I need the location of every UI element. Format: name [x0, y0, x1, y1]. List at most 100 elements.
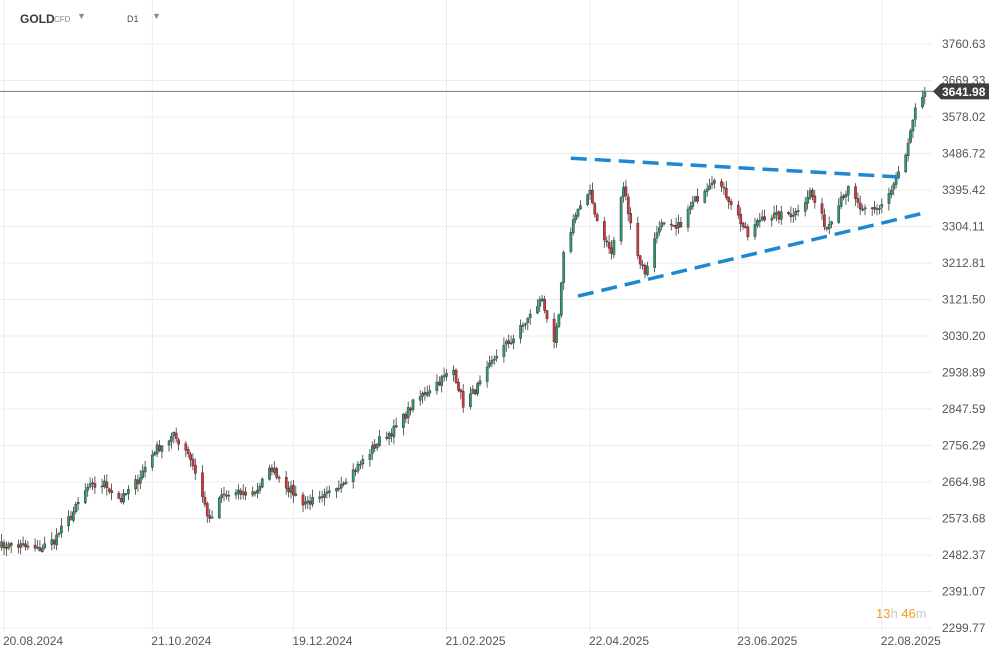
candle-body-up	[167, 440, 171, 446]
candle-body-up	[586, 194, 589, 205]
candle	[368, 449, 372, 467]
candle	[356, 461, 360, 474]
candle-body-up	[150, 454, 154, 468]
candle	[605, 236, 609, 247]
candle	[50, 532, 54, 551]
candle-body-up	[806, 197, 810, 204]
candle	[0, 533, 3, 551]
candle	[387, 431, 391, 446]
candle	[170, 432, 173, 449]
candle-body-up	[88, 483, 92, 488]
y-tick-label: 2756.29	[942, 439, 986, 453]
candle	[222, 486, 226, 502]
countdown-hours: 13	[876, 606, 891, 621]
candle	[60, 518, 63, 538]
candle	[423, 386, 427, 401]
candle-body-up	[612, 240, 616, 255]
candle	[705, 183, 709, 197]
candle	[40, 544, 44, 553]
candle-body-up	[160, 445, 164, 452]
candle-body-up	[779, 211, 783, 220]
candle	[339, 476, 343, 493]
candle-body-up	[371, 445, 374, 454]
symbol-dropdown-icon[interactable]: ▼	[77, 11, 86, 21]
candle-body-up	[897, 171, 900, 179]
candle	[335, 487, 338, 499]
candle	[143, 461, 147, 478]
candle-body-up	[124, 493, 128, 496]
x-tick-label: 22.08.2025	[881, 634, 941, 648]
candle	[892, 182, 896, 196]
candle-body-up	[335, 488, 338, 492]
candle	[105, 474, 109, 496]
candle	[9, 541, 13, 554]
candle-body-up	[519, 325, 522, 339]
candle-body-up	[703, 191, 707, 203]
candle	[469, 387, 472, 410]
candle-body-up	[662, 222, 666, 225]
candle	[83, 483, 87, 505]
candle-body-down	[38, 547, 42, 552]
candle-body-down	[729, 201, 733, 206]
candle	[779, 205, 783, 225]
candle	[746, 224, 750, 241]
candle-body-up	[710, 182, 714, 186]
candle-body-down	[158, 445, 161, 451]
candle-body-up	[60, 525, 63, 534]
candle	[287, 481, 290, 498]
candle-body-up	[878, 207, 881, 210]
candle-body-down	[593, 203, 597, 215]
candle	[890, 185, 893, 199]
candle	[858, 195, 862, 216]
candle	[76, 497, 80, 511]
candle-body-up	[562, 252, 566, 283]
candle-body-down	[177, 439, 180, 445]
candle-body-up	[318, 496, 322, 499]
candle	[591, 182, 594, 205]
candle-body-up	[356, 463, 360, 472]
chart-toolbar: GOLD CFD ▼ D1 ▼	[0, 0, 930, 34]
candle	[318, 490, 322, 503]
candle-body-up	[76, 502, 80, 505]
candle-body-up	[387, 433, 391, 440]
candle	[641, 260, 644, 270]
candle-body-up	[100, 485, 104, 488]
candle	[24, 539, 27, 551]
candle	[913, 103, 917, 127]
candle-body-down	[813, 195, 817, 203]
timeframe-label[interactable]: D1	[127, 14, 139, 24]
candle-body-up	[509, 342, 513, 344]
candle-body-down	[624, 186, 628, 196]
candle	[909, 128, 912, 144]
candle	[562, 250, 566, 291]
candle	[256, 483, 259, 499]
candle	[153, 451, 157, 457]
candle	[624, 179, 628, 201]
candle	[538, 296, 542, 312]
candle	[272, 461, 276, 476]
candle-body-up	[43, 543, 47, 548]
candle-body-down	[669, 223, 673, 226]
candle-body-up	[452, 369, 456, 376]
candle-body-up	[327, 490, 331, 493]
candle-body-up	[153, 452, 157, 456]
candle-body-up	[571, 219, 575, 233]
candle	[371, 441, 374, 460]
candle-body-up	[418, 396, 422, 401]
candle	[127, 485, 130, 501]
candle-body-up	[36, 546, 39, 549]
timeframe-dropdown-icon[interactable]: ▼	[152, 11, 161, 21]
x-tick-label: 20.08.2024	[3, 634, 63, 648]
candle	[19, 539, 23, 555]
candle	[7, 541, 11, 551]
symbol-label[interactable]: GOLD	[20, 12, 55, 26]
candle	[897, 166, 900, 180]
candle	[708, 178, 711, 191]
candle-body-up	[210, 516, 214, 519]
candle	[103, 475, 106, 489]
candle-body-down	[591, 189, 594, 204]
candle	[107, 487, 111, 495]
candle	[100, 478, 104, 494]
candle-body-down	[105, 481, 109, 488]
